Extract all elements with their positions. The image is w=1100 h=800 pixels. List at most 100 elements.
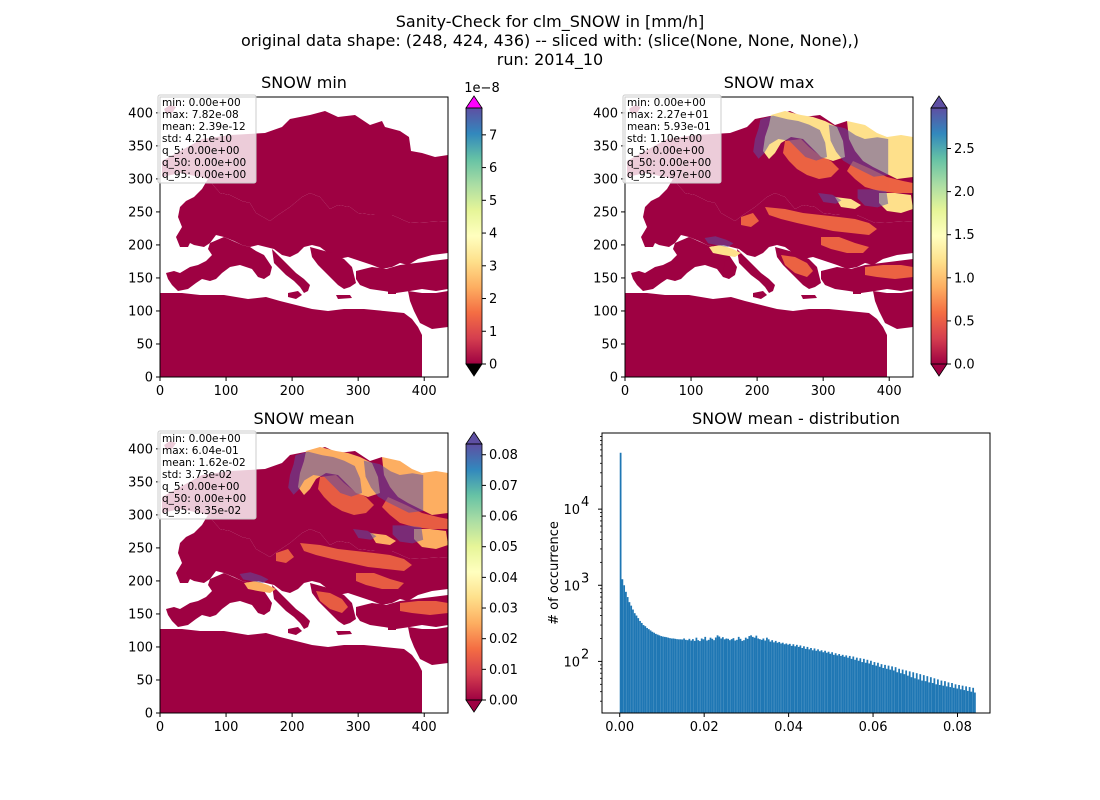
histogram-bar-56 [718,636,721,713]
map-frame [624,96,914,378]
colorbar-tick-label-4: 4 [489,227,497,242]
x-tick-label-2: 200 [745,384,770,399]
colorbar-tick-label-6: 6 [489,161,497,176]
histogram-bar-176 [929,677,932,713]
histogram-bar-109 [811,650,814,713]
stats-box [157,94,257,184]
hist-y-tick-exponent-1: 3 [581,571,589,586]
histogram-bar-175 [928,682,930,713]
histogram-bar-159 [899,673,902,713]
hist-x-tick-label-3: 0.06 [859,720,888,735]
histogram-bar-5 [628,602,631,713]
histogram-bar-11 [639,620,641,713]
colorbar-tick-label-4: 0.04 [489,571,518,586]
x-tick-label-3: 300 [346,384,371,399]
histogram-bar-25 [663,636,666,713]
colorbar-tick-label-6: 0.06 [489,510,518,525]
histogram-bar-137 [861,662,863,713]
histogram-bar-156 [894,667,897,713]
histogram-bar-190 [954,684,957,713]
histogram-bar-153 [889,669,892,713]
colorbar-tick-label-2: 0.02 [489,632,518,647]
histogram-bar-23 [660,636,663,713]
colorbar-tick-label-0: 0.0 [954,358,975,373]
histogram-bar-2 [623,585,626,713]
colorbar-extend-min [930,363,948,377]
histogram-bar-104 [803,646,805,713]
y-tick-label-8: 400 [128,442,153,457]
histogram-bar-164 [908,671,911,713]
histogram-bar-67 [737,636,740,713]
map-frame [159,96,449,378]
histogram-bar-191 [956,688,959,713]
y-tick-label-7: 350 [128,475,153,490]
histogram-bar-150 [884,664,886,713]
x-tick-label-1: 100 [214,720,239,735]
hist-y-tick-label-2: 10 [563,503,580,518]
histogram-bar-39 [688,638,691,713]
histogram-bar-178 [933,678,936,713]
histogram-bar-116 [824,650,826,713]
suptitle-line-1: Sanity-Check for clm_SNOW in [mm/h] [395,12,705,31]
histogram-bar-158 [898,668,900,713]
histogram-bar-113 [818,651,821,713]
histogram-bar-66 [736,639,738,713]
histogram-bar-135 [857,660,860,713]
histogram-bar-123 [836,655,839,713]
suptitle-line-2: original data shape: (248, 424, 436) -- … [241,31,859,50]
histogram-bar-44 [697,640,700,713]
histogram-bar-125 [840,655,842,713]
y-tick-label-6: 300 [593,172,618,187]
hist-y-tick-label-1: 10 [563,579,580,594]
map-frame [159,432,449,714]
histogram-bar-127 [843,656,846,713]
histogram-bar-141 [868,663,871,713]
histogram-bar-118 [827,651,830,713]
histogram-bar-134 [855,657,858,713]
stats-box [157,430,257,520]
histogram-bar-189 [952,687,955,713]
histogram-bar-89 [776,642,779,713]
y-tick-label-5: 250 [128,541,153,556]
hist-x-tick-label-0: 0.00 [605,720,634,735]
histogram-bar-97 [790,645,793,713]
histogram-bar-50 [707,639,710,713]
colorbar-tick-label-3: 1.5 [954,228,975,243]
histogram-bar-24 [662,636,664,713]
y-tick-label-6: 300 [128,508,153,523]
colorbar-tick-label-5: 0.05 [489,540,518,555]
histogram-bar-70 [743,640,745,713]
x-tick-label-2: 200 [280,720,305,735]
histogram-bar-7 [632,609,634,713]
y-tick-label-2: 100 [128,304,153,319]
histogram-bar-14 [644,626,647,713]
histogram-bar-20 [654,633,657,713]
y-tick-label-0: 0 [145,707,153,722]
histogram-bar-93 [783,644,786,713]
histogram-bar-133 [854,659,856,713]
hist-x-tick-label-2: 0.04 [774,720,803,735]
histogram-bar-180 [937,679,939,713]
stats-line-2: mean: 5.93e-01 [627,121,711,133]
histogram-bar-197 [966,690,969,713]
y-tick-label-0: 0 [610,371,618,386]
colorbar-1: 0.0 0.5 1.0 1.5 2.0 2.5 [930,95,975,377]
histogram-bar-108 [810,647,812,713]
histogram-bar-46 [700,638,703,713]
histogram-bar-8 [633,613,636,713]
histogram-bar-163 [907,675,909,713]
colorbar-extend-max [465,431,483,445]
histogram-bar-131 [850,658,853,713]
histogram-bar-106 [806,646,809,713]
histogram-bar-181 [938,684,941,713]
x-tick-label-0: 0 [156,720,164,735]
histogram-bar-68 [739,638,742,713]
y-tick-label-3: 150 [128,607,153,622]
y-tick-label-6: 300 [128,172,153,187]
panel-title-snow-mean: SNOW mean [253,409,355,428]
histogram-bar-173 [924,681,927,713]
colorbar-tick-label-3: 0.03 [489,602,518,617]
histogram-bar-35 [681,639,684,713]
histogram-bar-145 [875,665,878,713]
